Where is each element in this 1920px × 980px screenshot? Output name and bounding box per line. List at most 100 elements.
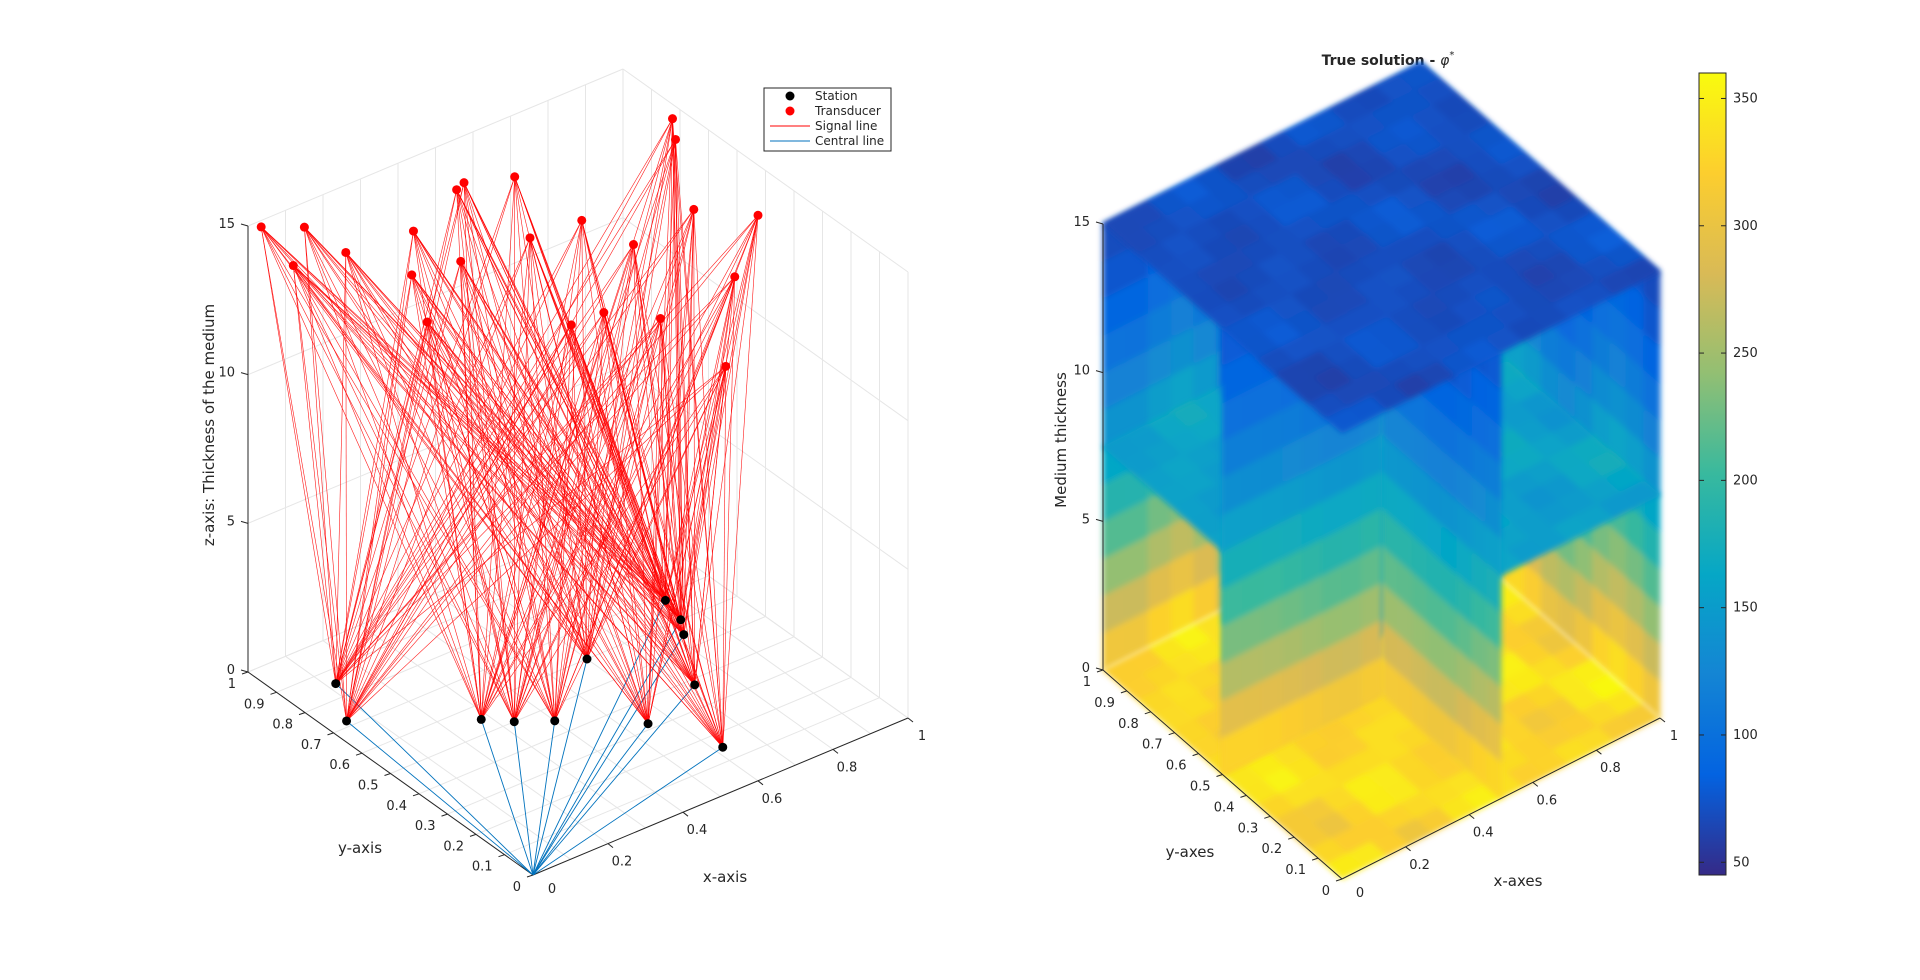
x-tick-label: 0.8 (837, 760, 858, 775)
legend[interactable]: Station Transducer Signal line Central l… (764, 88, 891, 151)
y-tick-mark (413, 794, 419, 796)
y-tick-label: 0 (513, 880, 521, 895)
transducer-point (452, 185, 461, 194)
station-point (342, 716, 351, 725)
y-tick-label: 0.2 (443, 839, 464, 854)
station-point (583, 655, 592, 664)
y-tick-label: 1 (228, 677, 236, 692)
transducer-point (656, 314, 665, 323)
y-tick-label: 0 (1322, 884, 1330, 899)
y-tick-mark (499, 855, 505, 857)
signal-line (261, 227, 587, 659)
y-tick-mark (1097, 670, 1103, 672)
y-tick-mark (385, 774, 391, 776)
x-tick-label: 0.8 (1600, 761, 1621, 776)
slice-volume (1103, 63, 1660, 879)
y-tick-label: 0.4 (1214, 800, 1235, 815)
legend-transducer-marker (786, 107, 795, 116)
y-tick-mark (1288, 837, 1294, 839)
y-tick-label: 1 (1083, 675, 1091, 690)
transducer-point (754, 211, 763, 220)
transducer-point (567, 320, 576, 329)
colorbar-tick-label: 350 (1733, 91, 1758, 106)
legend-transducer-label: Transducer (814, 104, 881, 118)
y-tick-mark (271, 692, 277, 694)
x-tick-mark (758, 781, 763, 785)
station-point (510, 717, 519, 726)
y-tick-mark (299, 713, 305, 715)
y-tick-label: 0.3 (415, 819, 436, 834)
signal-line (261, 227, 346, 721)
signal-line (412, 275, 555, 721)
right-z-axis-label: Medium thickness (1052, 372, 1070, 508)
y-tick-mark (356, 753, 362, 755)
legend-station-label: Station (815, 89, 858, 103)
transducer-point (409, 227, 418, 236)
z-tick-mark (241, 373, 248, 375)
station-point (331, 679, 340, 688)
y-tick-label: 0.9 (1094, 696, 1115, 711)
x-tick-mark (1596, 750, 1601, 754)
x-tick-mark (1469, 815, 1474, 819)
signal-line (304, 227, 665, 600)
transducer-point (526, 233, 535, 242)
x-tick-mark (1533, 782, 1538, 786)
colorbar-tick-label: 100 (1733, 728, 1758, 743)
colorbar-tick-label: 150 (1733, 601, 1758, 616)
station-point (718, 743, 727, 752)
right-x-axis-label: x-axes (1494, 872, 1543, 890)
z-tick-mark (1096, 371, 1103, 373)
y-tick-mark (442, 814, 448, 816)
transducer-point (289, 261, 298, 270)
transducer-point (423, 317, 432, 326)
x-tick-label: 1 (918, 729, 926, 744)
signal-line (304, 227, 683, 634)
colorbar-gradient (1699, 73, 1726, 875)
x-tick-label: 0.2 (612, 855, 633, 870)
station-point (644, 719, 653, 728)
transducer-point (460, 178, 469, 187)
transducer-point (721, 362, 730, 371)
transducer-point (577, 216, 586, 225)
z-tick-label: 0 (227, 663, 235, 678)
signal-lines (261, 119, 758, 748)
signal-line (723, 215, 758, 747)
y-tick-mark (470, 834, 476, 836)
z-tick-mark (241, 521, 248, 523)
legend-signal-label: Signal line (815, 119, 877, 133)
x-tick-mark (683, 812, 688, 816)
legend-central-label: Central line (815, 134, 884, 148)
left-y-axis-label: y-axis (338, 839, 382, 857)
y-tick-label: 0.7 (1142, 738, 1163, 753)
y-tick-label: 0.5 (1190, 780, 1211, 795)
y-tick-mark (527, 875, 533, 877)
transducer-point (671, 135, 680, 144)
y-tick-mark (328, 733, 334, 735)
transducer-point (300, 223, 309, 232)
y-tick-label: 0.3 (1238, 821, 1259, 836)
colorbar-tick-label: 50 (1733, 855, 1750, 870)
z-tick-mark (1096, 668, 1103, 670)
z-tick-label: 10 (218, 366, 235, 381)
y-tick-label: 0.5 (358, 779, 379, 794)
z-tick-label: 15 (1073, 215, 1090, 230)
legend-station-marker (786, 92, 795, 101)
left-z-axis-label: z-axis: Thickness of the medium (200, 304, 218, 546)
y-tick-mark (1121, 691, 1127, 693)
x-tick-label: 0.6 (1536, 793, 1557, 808)
central-line (514, 722, 533, 875)
signal-line (293, 266, 346, 721)
z-tick-label: 15 (218, 217, 235, 232)
signal-line (336, 252, 346, 683)
station-point (679, 630, 688, 639)
x-tick-label: 1 (1670, 729, 1678, 744)
colorbar-tick-label: 250 (1733, 346, 1758, 361)
x-tick-label: 0.4 (1473, 826, 1494, 841)
y-tick-label: 0.6 (329, 758, 350, 773)
x-tick-label: 0.4 (687, 823, 708, 838)
y-tick-mark (1240, 795, 1246, 797)
y-tick-label: 0.6 (1166, 759, 1187, 774)
